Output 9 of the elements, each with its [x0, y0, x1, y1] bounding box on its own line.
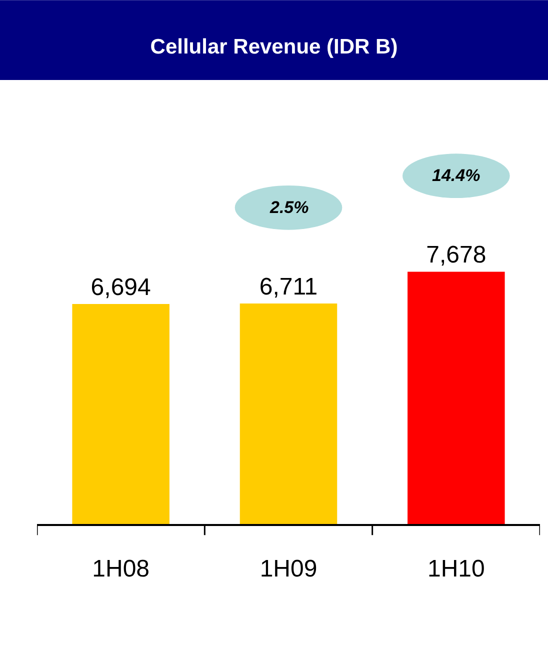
x-tick-label: 1H09 [260, 556, 318, 583]
x-tick-label: 1H10 [427, 556, 485, 583]
x-tick-label: 1H08 [92, 556, 150, 583]
data-label: 7,678 [426, 242, 486, 269]
data-label: 6,711 [259, 274, 318, 300]
data-label: 6,694 [90, 274, 151, 302]
text: 2.5% [269, 198, 309, 217]
text: 14.4% [432, 166, 480, 185]
chart-title: Cellular Revenue (IDR B) [150, 35, 398, 58]
